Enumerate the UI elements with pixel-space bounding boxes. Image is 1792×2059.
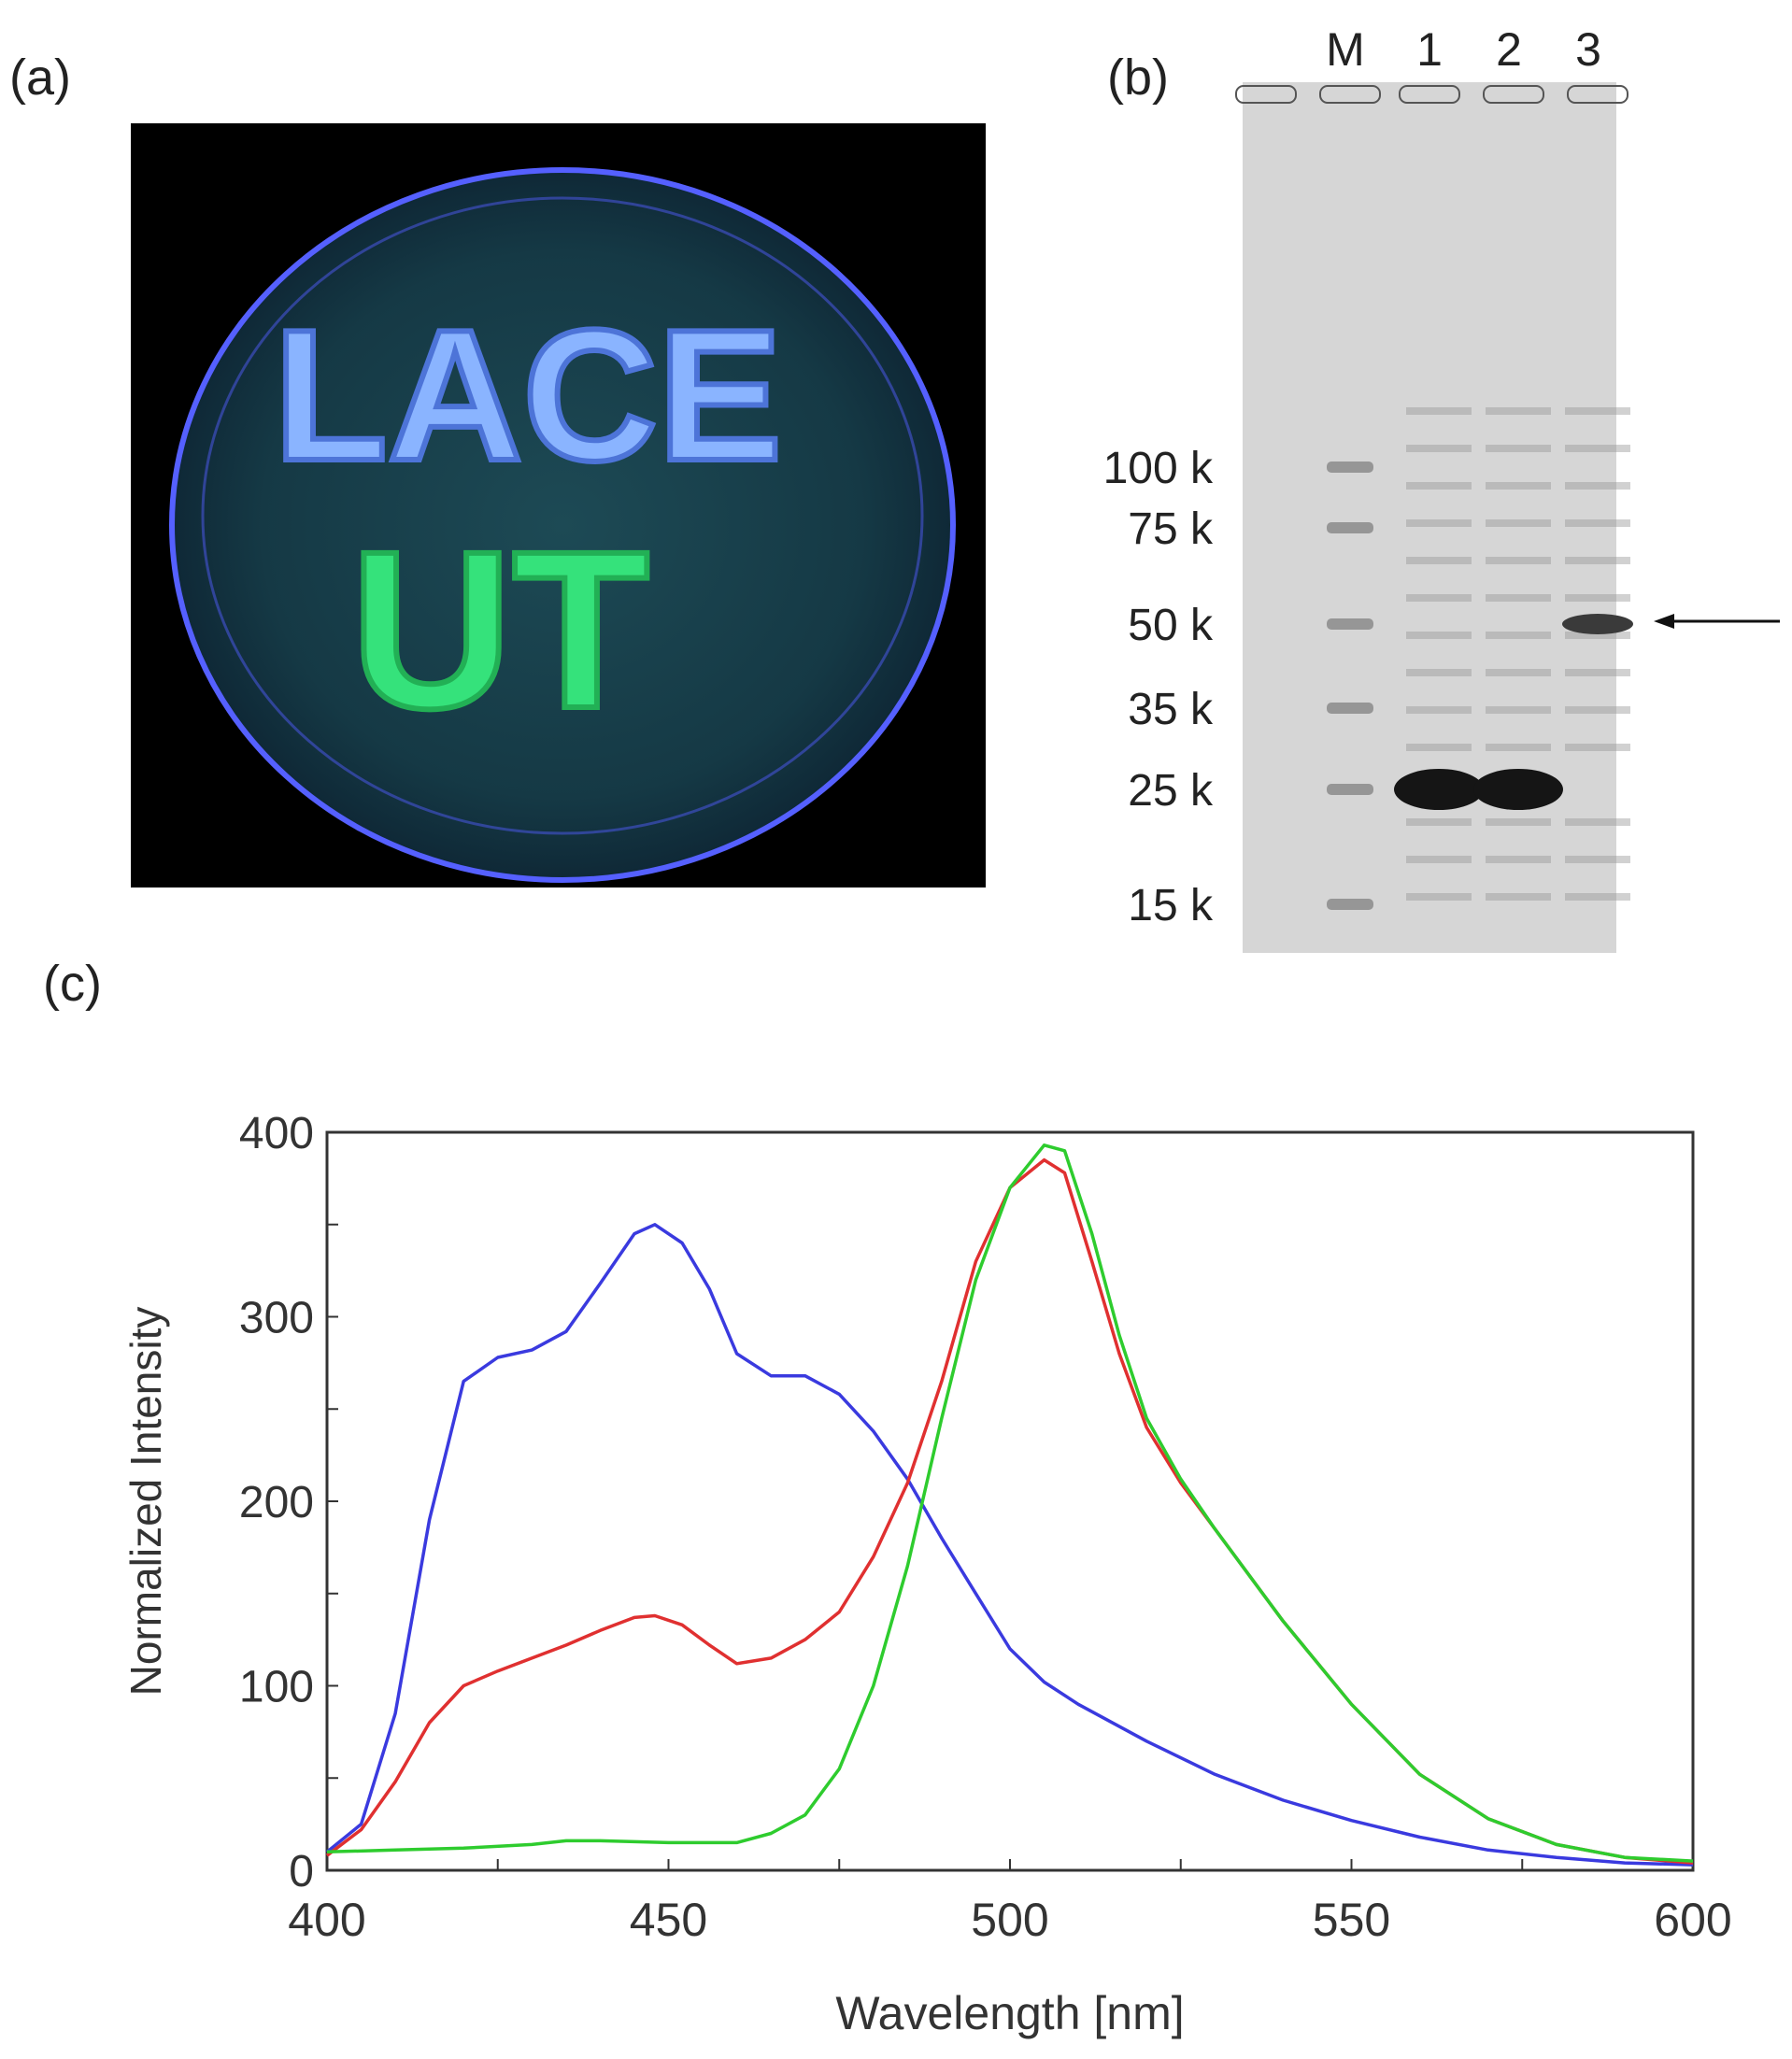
panel-b-label: (b) [1107,50,1169,106]
arrow-icon [1654,614,1780,629]
petri-dish-graphic: LACE UT [131,123,986,888]
marker-band [1327,618,1373,630]
gel-band [1406,519,1472,527]
gel-band-strong [1473,769,1563,810]
marker-label: 15 k [1128,881,1214,930]
gel-band [1565,893,1630,901]
gel-well [1319,85,1381,104]
x-tick-label: 600 [1654,1894,1731,1946]
series-line-2 [326,1143,1694,1863]
y-tick-label: 400 [239,1109,314,1158]
gel-band [1486,482,1551,490]
chart-svg: 400 450 500 550 600 0 100 200 300 400 Wavelength … [121,1109,1732,2039]
series-line-0 [325,1223,1694,1867]
gel-band [1565,818,1630,826]
x-tick-label: 550 [1313,1894,1390,1946]
plate-text-lace: LACE [274,291,782,500]
gel-band [1565,557,1630,564]
gel-band [1406,632,1472,639]
lane-label: 1 [1416,23,1443,76]
gel-band [1486,818,1551,826]
gel-band [1565,407,1630,415]
gel-band [1486,594,1551,602]
gel-well [1567,85,1628,104]
gel-band [1406,744,1472,751]
gel-band [1565,445,1630,452]
gel-band [1406,856,1472,863]
x-axis-label: Wavelength [nm] [835,1987,1184,2039]
y-axis-label: Normalized Intensity [121,1307,170,1697]
series-line-1 [325,1157,1694,1865]
gel-band [1486,669,1551,676]
marker-band [1327,899,1373,910]
gel-well [1399,85,1460,104]
gel-band [1565,632,1630,639]
gel-band [1486,856,1551,863]
y-tick-label: 200 [239,1478,314,1527]
gel-band [1565,744,1630,751]
gel-band [1565,706,1630,714]
marker-label: 75 k [1128,504,1214,554]
marker-label: 50 k [1128,601,1214,650]
petri-dish-photo: LACE UT [131,123,986,888]
x-tick-label: 450 [630,1894,707,1946]
gel-band [1406,407,1472,415]
gel-well [1483,85,1544,104]
gel-band [1406,893,1472,901]
gel-band [1565,856,1630,863]
gel-well [1235,85,1297,104]
gel-band [1486,744,1551,751]
gel-band [1486,557,1551,564]
y-tick-label: 300 [239,1294,314,1343]
lane-label: 2 [1496,23,1522,76]
gel-band [1406,594,1472,602]
marker-band [1327,703,1373,714]
lane-label: M [1326,23,1365,76]
gel-band [1486,706,1551,714]
marker-band [1327,784,1373,795]
gel-band [1486,407,1551,415]
gel-band [1486,519,1551,527]
gel-band [1486,445,1551,452]
emission-spectra-chart: 400 450 500 550 600 0 100 200 300 400 Wavelength … [0,1074,1792,2054]
plate-text-ut: UT [350,504,649,755]
marker-band [1327,522,1373,533]
marker-label: 100 k [1103,444,1214,493]
dish-inner-rim [201,196,924,835]
lane-label: 3 [1575,23,1601,76]
gel-band [1406,706,1472,714]
marker-label: 25 k [1128,766,1214,816]
panel-a-label: (a) [9,50,71,106]
y-tick-label: 100 [239,1663,314,1712]
x-tick-label: 500 [971,1894,1048,1946]
gel-band [1406,557,1472,564]
gel-band [1406,482,1472,490]
gel-band [1565,669,1630,676]
gel-band [1565,482,1630,490]
gel-band [1565,519,1630,527]
dish-rim [169,167,956,883]
marker-label: 35 k [1128,685,1214,734]
gel-band [1486,632,1551,639]
gel-band-strong [1394,769,1484,810]
marker-band [1327,462,1373,473]
gel-band-target [1562,614,1633,634]
gel-band [1406,669,1472,676]
gel-band [1406,818,1472,826]
gel-band [1406,445,1472,452]
panel-c-label: (c) [43,956,102,1012]
gel-band [1565,594,1630,602]
gel-band [1486,893,1551,901]
plot-frame [325,1130,1695,1872]
y-tick-label: 0 [289,1847,314,1896]
x-tick-label: 400 [288,1894,365,1946]
